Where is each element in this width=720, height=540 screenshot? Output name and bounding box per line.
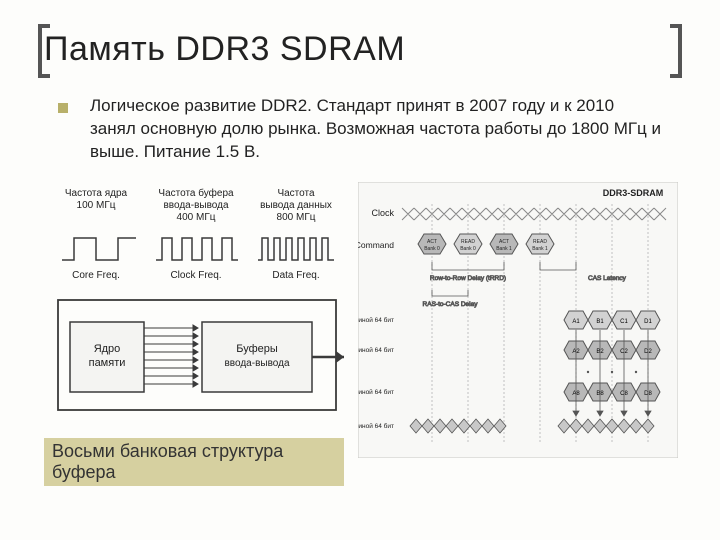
svg-text:ACT: ACT <box>427 239 437 245</box>
svg-text:ACT: ACT <box>499 239 509 245</box>
svg-text:C1: C1 <box>620 319 628 325</box>
right-diagram: DDR3-SDRAM Clock Com <box>358 182 678 486</box>
lh-col3-top: Частота <box>277 188 315 199</box>
svg-text:Bank 0: Bank 0 <box>424 246 440 252</box>
lh-col2-top: Частота буфера <box>158 187 234 199</box>
rd-note-cas: CAS Latency <box>588 275 627 282</box>
lh-rowlabel-3: Data Freq. <box>272 270 319 281</box>
diagram-area: Частота ядра 100 МГц Частота буфера ввод… <box>44 182 676 486</box>
rd-side4: Выходная шина шириной 64 бит <box>358 422 394 430</box>
rd-side1: Первая линия шириной 64 бит <box>358 316 394 324</box>
rd-cmd-label: Command <box>358 240 394 250</box>
lh-buf-lbl1: Буферы <box>236 343 278 355</box>
svg-text:A1: A1 <box>572 319 580 325</box>
rd-note-ras: RAS-to-CAS Delay <box>423 301 479 308</box>
lh-col3-mid: вывода данных <box>260 200 332 211</box>
lh-col3-freq: 800 МГц <box>277 212 316 223</box>
rd-note-trrd: Row-to-Row Delay (tRRD) <box>430 275 506 282</box>
bracket-left-icon <box>36 24 56 78</box>
svg-text:READ: READ <box>461 239 475 245</box>
lh-col2-mid: ввода-вывода <box>163 200 228 211</box>
lh-core-lbl2: памяти <box>89 357 126 369</box>
lh-col2-freq: 400 МГц <box>177 212 216 223</box>
title-container: Память DDR3 SDRAM <box>44 30 676 69</box>
lh-buf-lbl2: ввода-вывода <box>224 358 289 369</box>
bullet-row: Логическое развитие DDR2. Стандарт приня… <box>44 91 676 164</box>
bullet-text: Логическое развитие DDR2. Стандарт приня… <box>90 95 662 164</box>
rd-side3: Восьмая линия шириной 64 бит <box>358 388 394 396</box>
slide-title: Память DDR3 SDRAM <box>44 30 676 69</box>
lh-col1-mid: 100 МГц <box>77 200 116 211</box>
bracket-right-icon <box>664 24 684 78</box>
rd-side2: Вторая линия шириной 64 бит <box>358 346 394 354</box>
lh-rowlabel-2: Clock Freq. <box>170 270 221 281</box>
svg-text:D1: D1 <box>644 319 652 325</box>
rd-clock-label: Clock <box>371 208 394 218</box>
caption-text: Восьми банковая структура буфера <box>44 438 344 486</box>
svg-text:READ: READ <box>533 239 547 245</box>
bullet-marker-icon <box>58 103 68 113</box>
lh-col1-top: Частота ядра <box>65 188 128 199</box>
svg-text:Bank 1: Bank 1 <box>532 246 548 252</box>
svg-text:Bank 1: Bank 1 <box>496 246 512 252</box>
lh-core-lbl1: Ядро <box>94 343 121 355</box>
rd-title: DDR3-SDRAM <box>603 188 664 198</box>
lh-rowlabel-1: Core Freq. <box>72 270 120 281</box>
svg-text:B1: B1 <box>596 319 604 325</box>
svg-text:Bank 0: Bank 0 <box>460 246 476 252</box>
left-diagram: Частота ядра 100 МГц Частота буфера ввод… <box>44 182 344 486</box>
